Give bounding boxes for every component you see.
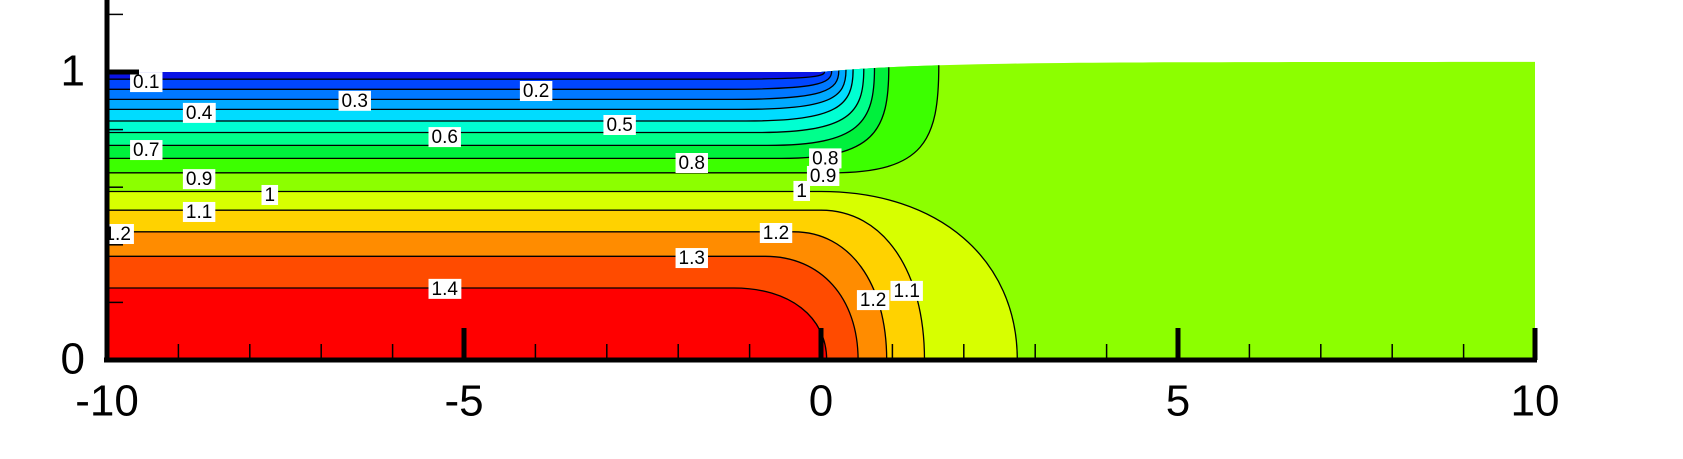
contour-line [107, 209, 926, 360]
contour-label: 0.3 [338, 90, 371, 112]
x-tick-label: 5 [1166, 377, 1190, 426]
x-tick-label: 0 [809, 377, 833, 426]
contour-label-text: 1.2 [860, 290, 886, 311]
contour-label-box [793, 180, 811, 201]
contour-label-box [428, 127, 461, 148]
contour-label-text: 0.5 [606, 115, 632, 136]
contour-label: 0.9 [806, 165, 840, 187]
contour-label-text: 1 [796, 181, 807, 202]
contour-label-text: 1.2 [763, 223, 789, 244]
contour-label-text: 1.4 [432, 279, 459, 300]
contour-label-box [130, 72, 163, 93]
contour-label-box [856, 290, 890, 311]
contour-label-box [107, 224, 134, 244]
contour-band [107, 71, 825, 80]
contour-line [107, 231, 888, 360]
x-tick-label: -10 [75, 377, 139, 426]
contour-band [107, 288, 827, 360]
y-tick-label: 0 [61, 335, 85, 384]
contour-label-box [338, 90, 371, 111]
contour-label-box [806, 165, 840, 186]
contour-label-box [890, 280, 923, 301]
contour-label-box [675, 153, 708, 174]
contour-label-box [182, 201, 216, 222]
contour-label-box [675, 248, 708, 269]
contour-label-box [603, 114, 636, 135]
contour-label-text: 0.3 [342, 91, 368, 112]
contour-line [107, 67, 876, 147]
contour-label-box [130, 140, 163, 161]
contour-label: 0.4 [182, 102, 216, 124]
contour-line [107, 69, 847, 111]
contour-label-box [519, 81, 553, 102]
contour-label-box [261, 184, 279, 205]
contour-label: 0.9 [182, 169, 216, 190]
contour-label: 1.1 [890, 280, 923, 302]
contour-label-text: 1 [265, 185, 276, 206]
contour-label-text: 0.2 [523, 81, 549, 102]
x-tick-label: -5 [444, 377, 483, 426]
contour-label: 1.2 [856, 290, 890, 311]
contour-label: 1.2 [759, 222, 793, 244]
contour-label-text: 1.1 [186, 202, 212, 223]
contour-label-text: 0.8 [679, 153, 705, 174]
contour-label: 0.1 [130, 72, 163, 93]
contour-label-text: 0.9 [810, 166, 836, 187]
contour-label: 0.7 [130, 140, 163, 161]
contour-label: 1.3 [675, 248, 708, 269]
contour-line [107, 190, 1018, 360]
contour-label: 1.2 [104, 224, 134, 245]
contour-label-box [759, 222, 793, 243]
contour-line [107, 287, 828, 360]
contour-label-box [182, 169, 216, 190]
contour-label-box [182, 102, 216, 123]
contour-label-text: 0.9 [186, 169, 212, 190]
contour-label-text: 1.3 [679, 248, 705, 269]
contour-label: 0.2 [519, 81, 553, 102]
contour-label-box [428, 278, 462, 299]
contour-label: 0.5 [603, 114, 636, 136]
contour-label: 0.6 [428, 127, 461, 148]
contour-label: 1.1 [182, 201, 216, 223]
contour-label: 1 [261, 184, 279, 206]
contour-line [107, 67, 890, 160]
contour-label: 1.4 [428, 278, 462, 300]
contour-line [107, 71, 826, 80]
contour-line [107, 255, 859, 360]
contour-line [107, 70, 840, 101]
contour-line [107, 69, 854, 122]
contour-line [107, 70, 833, 90]
contour-label-text: 1.2 [104, 224, 130, 245]
contour-label: 0.8 [809, 148, 842, 169]
contour-line [107, 68, 865, 134]
contour-label-text: 0.1 [133, 72, 159, 93]
contour-label-text: 0.4 [186, 103, 213, 124]
plot-area: 0.1 0.20.30.40.50.60.70.8 0.80.90.91 11.11.… [104, 61, 1535, 360]
axes: -10 -5 0 5 10 0 1 [61, 0, 1560, 426]
contour-label-text: 0.8 [812, 148, 838, 169]
contour-label-box [809, 148, 842, 169]
x-tick-label: 10 [1511, 377, 1560, 426]
contour-label-text: 0.6 [432, 127, 458, 148]
y-tick-label: 1 [61, 47, 85, 96]
contour-label-text: 1.1 [893, 281, 919, 302]
contour-label-text: 0.7 [133, 140, 159, 161]
contour-label: 0.8 [675, 153, 708, 174]
contour-line [107, 65, 940, 174]
contour-label: 1 [793, 180, 811, 202]
